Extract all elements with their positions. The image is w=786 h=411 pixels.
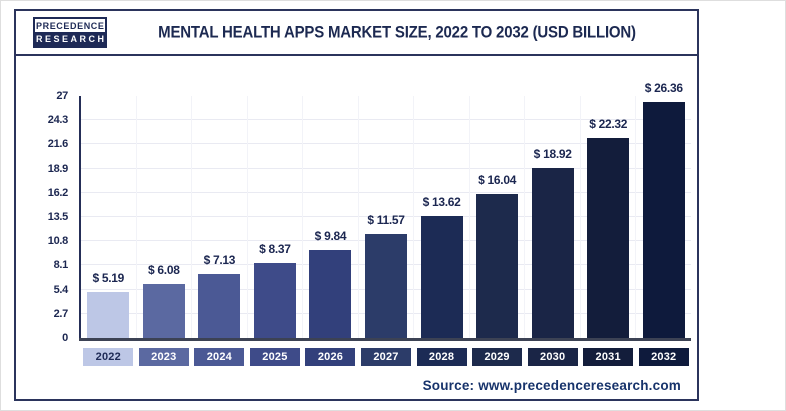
year-badge-2032: 2032 <box>638 348 689 366</box>
bar-2032 <box>642 101 685 338</box>
year-badge-2025: 2025 <box>249 348 300 366</box>
bar-column-2022: $ 5.19 2022 <box>81 96 137 366</box>
year-badge-2024: 2024 <box>194 348 245 366</box>
bar-2025 <box>253 263 296 338</box>
bar-value-2030: $ 18.92 <box>533 147 572 162</box>
bar-value-2024: $ 7.13 <box>203 253 236 268</box>
year-badge-2023: 2023 <box>138 348 189 366</box>
bar-value-2023: $ 6.08 <box>148 262 180 277</box>
bar-column-2028: $ 13.62 2028 <box>414 96 470 366</box>
bar-column-2031: $ 22.32 2031 <box>581 96 637 366</box>
gridline <box>81 143 691 145</box>
y-tick-label: 0 <box>62 332 68 344</box>
bar-value-2027: $ 11.57 <box>367 213 405 228</box>
bar-2030 <box>531 168 574 338</box>
y-tick-label: 13.5 <box>47 211 69 223</box>
source-text: Source: www.precedenceresearch.com <box>422 378 681 393</box>
logo-line2: RESEARCH <box>35 32 107 46</box>
chart-frame: PRECEDENCE RESEARCH MENTAL HEALTH APPS M… <box>14 9 699 401</box>
page-title: MENTAL HEALTH APPS MARKET SIZE, 2022 TO … <box>158 23 636 42</box>
bar-value-2026: $ 9.84 <box>314 228 347 243</box>
gridline <box>81 167 691 169</box>
bar-2026 <box>309 249 352 338</box>
bar-2027 <box>365 234 407 338</box>
year-badge-2030: 2030 <box>527 348 578 366</box>
year-badge-2031: 2031 <box>583 348 634 366</box>
y-tick-label: 27 <box>56 90 68 102</box>
y-tick-label: 8.1 <box>53 259 69 272</box>
bar-column-2025: $ 8.37 2025 <box>248 96 304 366</box>
header: PRECEDENCE RESEARCH MENTAL HEALTH APPS M… <box>16 11 697 56</box>
y-tick-label: 16.2 <box>47 186 69 199</box>
bar-value-2031: $ 22.32 <box>589 116 628 131</box>
year-badge-2022: 2022 <box>83 348 134 366</box>
year-badge-2029: 2029 <box>472 348 523 366</box>
bar-2022 <box>87 291 130 338</box>
bar-column-2032: $ 26.36 2032 <box>636 81 691 366</box>
y-axis-labels: 0 2.7 5.4 8.1 10.8 13.5 16.2 18.9 21.6 24.3 27 <box>16 90 77 344</box>
bar-value-2025: $ 8.37 <box>259 242 291 256</box>
plot-area: $ 5.19 2022 $ 6.08 2023 $ 7.13 2024 $ 8.37 2025… <box>79 81 691 366</box>
y-tick-label: 21.6 <box>47 138 69 151</box>
year-badge-2028: 2028 <box>416 348 467 366</box>
logo-line1: PRECEDENCE <box>35 19 105 32</box>
bar-value-2022: $ 5.19 <box>92 270 125 285</box>
bar-column-2024: $ 7.13 2024 <box>192 96 248 366</box>
bar-columns: $ 5.19 2022 $ 6.08 2023 $ 7.13 2024 $ 8.37 2025… <box>81 81 691 366</box>
y-tick-label: 10.8 <box>47 235 69 248</box>
bar-column-2030: $ 18.92 2030 <box>525 96 581 366</box>
bar-column-2027: $ 11.57 2027 <box>359 96 415 366</box>
bar-2031 <box>587 137 630 338</box>
y-tick-label: 18.9 <box>47 162 69 175</box>
year-badge-2026: 2026 <box>305 348 356 366</box>
bar-2023 <box>142 283 185 338</box>
bar-column-2023: $ 6.08 2023 <box>137 96 193 366</box>
bar-2028 <box>420 215 463 338</box>
y-tick-label: 5.4 <box>53 283 69 296</box>
chart-body: 0 2.7 5.4 8.1 10.8 13.5 16.2 18.9 21.6 24.3 27 $ 5… <box>16 56 697 399</box>
bar-value-2029: $ 16.04 <box>478 173 517 188</box>
y-tick-label: 24.3 <box>47 114 69 127</box>
gridline <box>81 119 691 121</box>
bar-column-2026: $ 9.84 2026 <box>303 96 359 366</box>
x-axis-line <box>79 338 691 341</box>
gridline <box>81 216 691 217</box>
bar-value-2028: $ 13.62 <box>422 194 461 209</box>
bar-value-2032: $ 26.36 <box>644 80 683 95</box>
year-badge-2027: 2027 <box>361 348 411 366</box>
bar-2029 <box>476 194 519 338</box>
precedence-research-logo: PRECEDENCE RESEARCH <box>33 17 107 48</box>
y-tick-label: 2.7 <box>53 307 69 320</box>
bar-2024 <box>198 274 241 338</box>
gridline <box>81 191 691 193</box>
bar-column-2029: $ 16.04 2029 <box>470 96 526 366</box>
